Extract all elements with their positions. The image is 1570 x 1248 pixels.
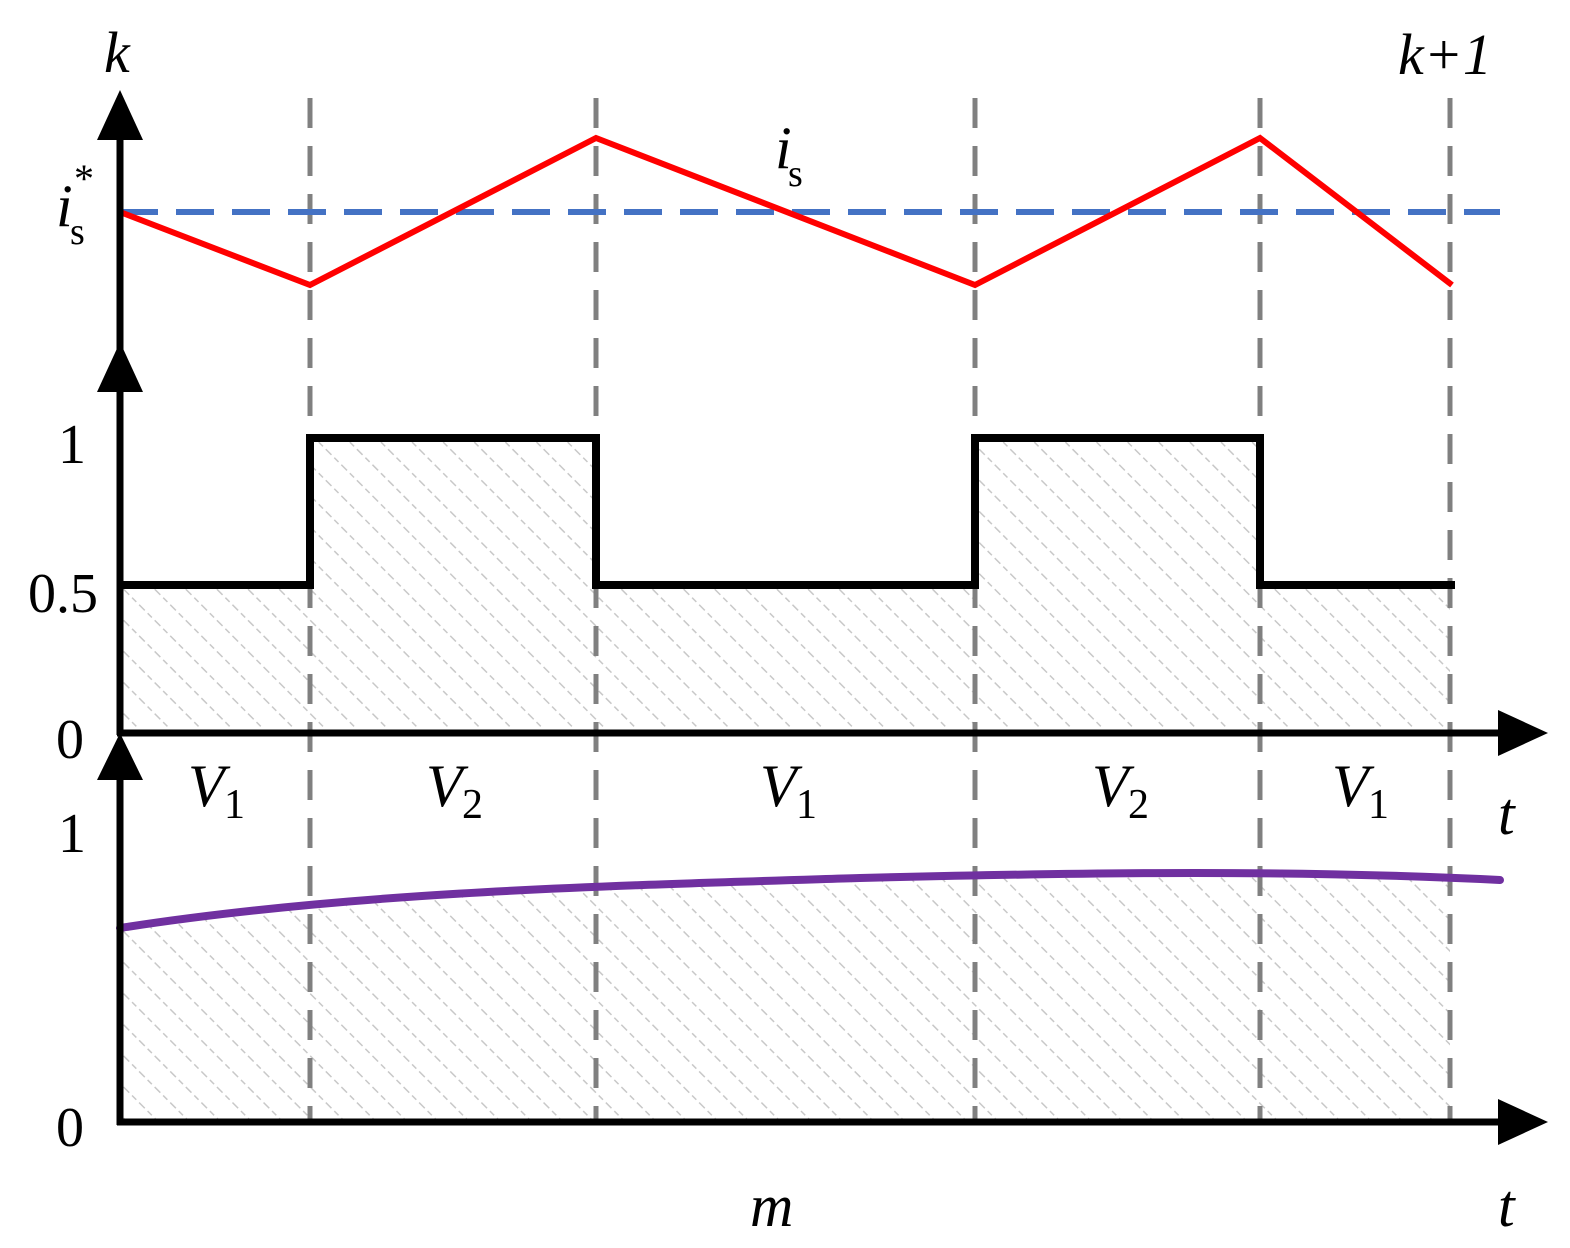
reference-current-label: i s *: [56, 156, 94, 253]
segment-label-2: V 2: [426, 753, 483, 828]
segment-2-base: V: [426, 753, 469, 819]
t-axis-label-bottom: t: [1498, 1173, 1516, 1239]
segment-4-sub: 2: [1128, 782, 1149, 828]
t-axis-label-mid: t: [1498, 781, 1516, 847]
segment-label-4: V 2: [1092, 753, 1149, 828]
mid-y-arrow: [97, 342, 143, 392]
segment-3-sub: 1: [796, 782, 817, 828]
tick-0-bottom: 0: [56, 1097, 84, 1159]
tick-1-bottom: 1: [58, 803, 86, 865]
ref-i-base: i: [56, 173, 73, 239]
segment-5-sub: 1: [1368, 782, 1389, 828]
k-end-label: k+1: [1398, 22, 1492, 87]
segment-2-sub: 2: [462, 782, 483, 828]
segment-4-base: V: [1092, 753, 1135, 819]
top-y-arrow: [97, 90, 143, 140]
bottom-y-arrow: [97, 733, 143, 780]
tick-1-mid: 1: [58, 414, 86, 476]
time-division-lines: [307, 98, 1453, 1122]
k-start-label: k: [104, 20, 131, 85]
segment-label-1: V 1: [188, 753, 245, 828]
duty-hatch-region: [120, 438, 1450, 728]
segment-5-base: V: [1332, 753, 1375, 819]
current-label: i s: [775, 115, 803, 195]
i-sub: s: [788, 153, 803, 195]
m-hatch-region: [120, 874, 1450, 1122]
segment-label-5: V 1: [1332, 753, 1389, 828]
axis-arrows: [97, 90, 1548, 1145]
segment-3-base: V: [760, 753, 803, 819]
stator-current-waveform: [118, 134, 1454, 289]
segment-1-base: V: [188, 753, 231, 819]
segment-1-sub: 1: [224, 782, 245, 828]
tick-0-mid: 0: [56, 709, 84, 771]
k-end-text: k+1: [1398, 22, 1492, 87]
mid-x-arrow: [1498, 710, 1548, 756]
segment-label-3: V 1: [760, 753, 817, 828]
ref-i-sup: *: [74, 156, 94, 201]
i-base: i: [775, 115, 792, 181]
bottom-x-arrow: [1498, 1099, 1548, 1145]
duty-cycle-waveform: [120, 434, 1455, 589]
modulation-curve: [116, 869, 1504, 932]
axes: [116, 130, 1510, 1126]
m-label: m: [750, 1173, 793, 1239]
ref-i-sub: s: [70, 211, 85, 253]
tick-05-mid: 0.5: [28, 563, 98, 625]
